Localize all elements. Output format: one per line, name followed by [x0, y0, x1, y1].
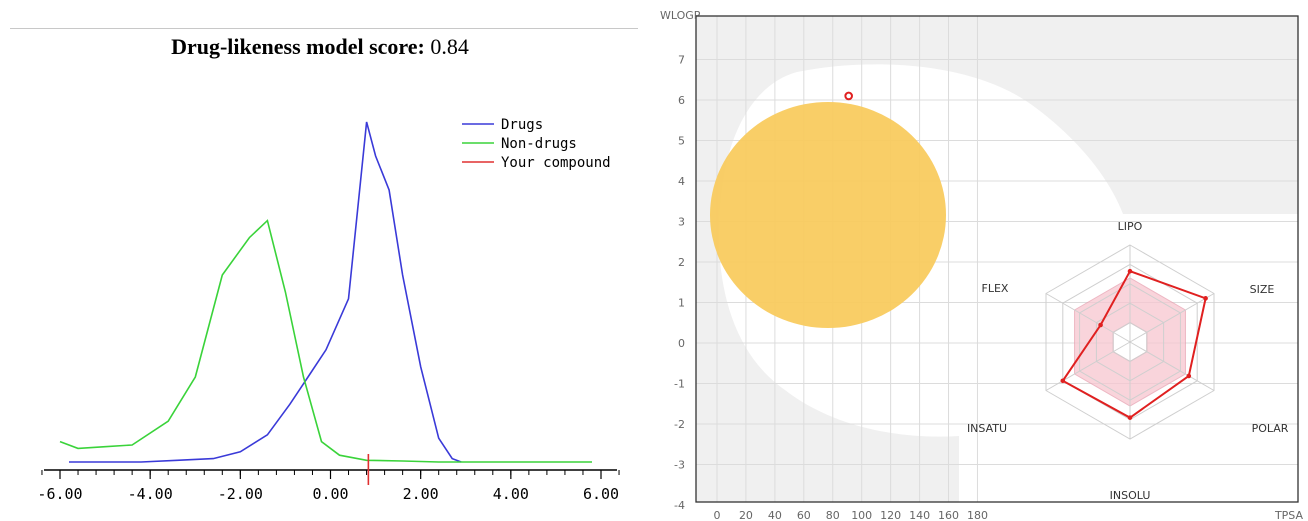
radar-axis-label: FLEX [982, 282, 1009, 295]
y-tick-label: 1 [678, 297, 685, 310]
radar-spoke [1129, 341, 1215, 391]
radar-vertex [1127, 268, 1133, 274]
compound-point [844, 91, 853, 101]
series-line-non-drugs [59, 219, 592, 463]
x-tick-label: 0 [714, 509, 721, 521]
radar-spoke [1045, 293, 1131, 343]
x-tick-label: 20 [739, 509, 753, 521]
x-tick-label: 0.00 [312, 485, 348, 503]
y-tick-label: -4 [674, 499, 685, 512]
x-tick-label: 140 [909, 509, 930, 521]
drug-likeness-panel: Drug-likeness model score: 0.84 -6.00 -4.… [0, 0, 640, 521]
x-tick-label: 4.00 [493, 485, 529, 503]
y-tick-label: 6 [678, 94, 685, 107]
x-tick-label: -2.00 [218, 485, 263, 503]
radar-axis-label: INSOLU [1110, 489, 1151, 502]
x-axis-label: TPSA [1274, 509, 1304, 521]
score-value: 0.84 [430, 34, 469, 59]
boiled-egg-chart: 0 20 40 60 80 100 120 140 160 180 -4 -3 -2 -1 0 1 2 3 4 5 6 7… [660, 9, 1304, 521]
x-tick-label: 80 [826, 509, 840, 521]
score-label: Drug-likeness model score: [171, 34, 425, 59]
legend-label: Your compound [501, 155, 611, 171]
y-tick-label: -3 [674, 459, 685, 472]
y-tick-label: 7 [678, 54, 685, 67]
plot-frame [695, 15, 1299, 503]
radar-axis-label: POLAR [1252, 422, 1289, 435]
x-tick-label: -6.00 [37, 485, 82, 503]
radar-axis-label: LIPO [1118, 220, 1143, 233]
bbb-yolk [710, 102, 946, 328]
y-tick-label: 0 [678, 337, 685, 350]
radar-spoke [1129, 293, 1215, 343]
legend-label: Non-drugs [501, 136, 577, 152]
top-divider [10, 28, 638, 29]
score-title: Drug-likeness model score: 0.84 [0, 34, 640, 60]
x-tick-label: 60 [797, 509, 811, 521]
series-line-drugs [69, 121, 462, 463]
x-tick-label: 2.00 [403, 485, 439, 503]
radar-vertex [1203, 296, 1208, 301]
x-tick-label: 100 [851, 509, 872, 521]
bioavailability-panel: 0 20 40 60 80 100 120 140 160 180 -4 -3 -2 -1 0 1 2 3 4 5 6 7… [640, 0, 1308, 521]
y-tick-label: 2 [678, 256, 685, 269]
y-tick-label: -2 [674, 418, 685, 431]
y-tick-label: 4 [678, 175, 685, 188]
radar-axis-label: INSATU [967, 422, 1007, 435]
y-tick-label: 3 [678, 216, 685, 229]
y-tick-label: 5 [678, 135, 685, 148]
radar-axis-label: SIZE [1250, 283, 1275, 296]
radar-vertex [1060, 378, 1066, 384]
y-tick-label: -1 [674, 378, 685, 391]
distribution-chart: -6.00 -4.00 -2.00 0.00 2.00 4.00 6.00 Drugs Non-… [37, 117, 620, 503]
y-axis-label: WLOGP [660, 9, 701, 22]
x-tick-label: 40 [768, 509, 782, 521]
radar-vertex [1098, 322, 1103, 328]
x-tick-label: -4.00 [128, 485, 173, 503]
radar-vertex [1127, 415, 1133, 420]
x-tick-label: 180 [967, 509, 988, 521]
radar-spoke [1045, 341, 1131, 391]
x-tick-label: 160 [938, 509, 959, 521]
x-tick-label: 6.00 [583, 485, 619, 503]
x-tick-label: 120 [880, 509, 901, 521]
legend-label: Drugs [501, 117, 543, 133]
radar-vertex [1186, 373, 1192, 379]
